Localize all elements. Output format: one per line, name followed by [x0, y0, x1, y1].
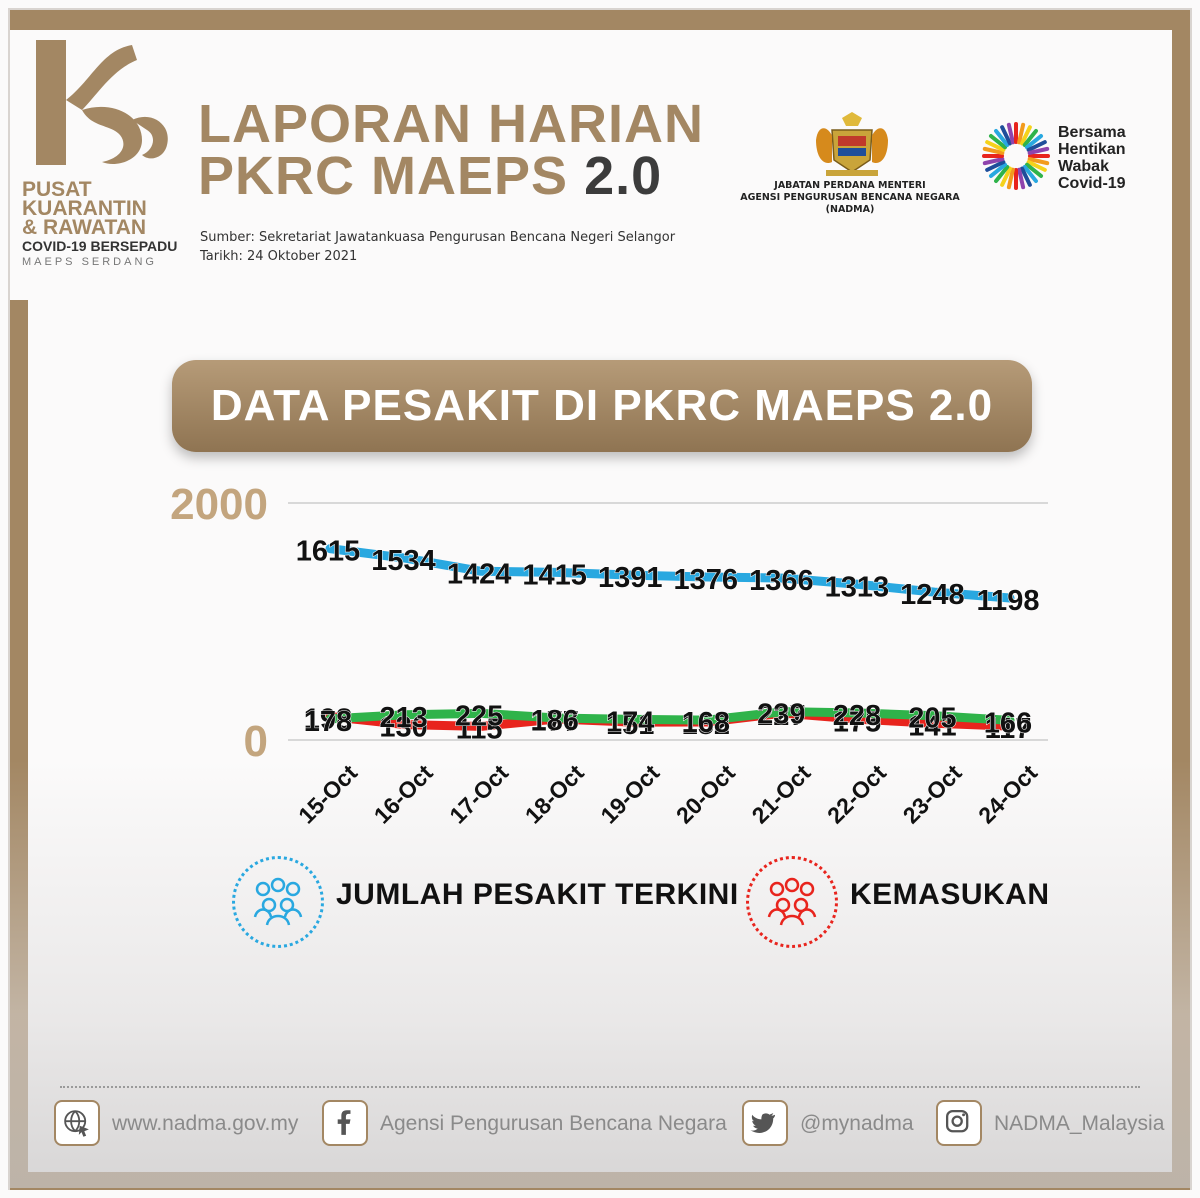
- y-tick-label: 2000: [170, 480, 268, 529]
- legend-item-admissions: KEMASUKAN: [746, 850, 1049, 950]
- data-label: 213: [379, 702, 427, 734]
- footer-facebook-text: Agensi Pengurusan Bencana Negara: [380, 1112, 727, 1135]
- source-text: Sumber: Sekretariat Jawatankuasa Penguru…: [200, 230, 676, 245]
- data-label: 205: [908, 703, 956, 735]
- malaysia-crest-icon: [816, 112, 888, 176]
- crest-caption: JABATAN PERDANA MENTERI AGENSI PENGURUSA…: [720, 180, 980, 216]
- campaign-line2: Hentikan: [1058, 141, 1126, 158]
- banner-background: [172, 360, 1032, 452]
- logo-line-2: KUARANTIN: [22, 197, 147, 220]
- footer-instagram-text: NADMA_Malaysia: [994, 1112, 1165, 1135]
- banner-title: DATA PESAKIT DI PKRC MAEPS 2.0: [210, 381, 994, 430]
- data-label: 186: [530, 705, 578, 737]
- x-tick-label: 22-Oct: [822, 759, 891, 828]
- legend-item-total: JUMLAH PESAKIT TERKINI: [232, 850, 738, 950]
- campaign-line3: Wabak: [1058, 158, 1109, 175]
- report-title-line2: PKRC MAEPS 2.0: [198, 148, 662, 204]
- instagram-icon: [936, 1100, 982, 1146]
- data-label: 177: [530, 706, 578, 738]
- campaign-wheel-icon: [982, 122, 1050, 190]
- admissions-group-icon: [746, 856, 838, 948]
- date-text: Tarikh: 24 Oktober 2021: [200, 249, 358, 264]
- line-chart: 2000 0 1615 1534 1424 1415 1391 1376 1366 1313 124…: [170, 480, 1048, 829]
- data-label: 152: [682, 709, 730, 741]
- data-label: 117: [985, 713, 1032, 745]
- legend-label-total: JUMLAH PESAKIT TERKINI: [336, 878, 739, 911]
- x-tick-label: 16-Oct: [369, 759, 438, 828]
- top-border: [10, 10, 1190, 30]
- logo-line-3: & RAWATAN: [22, 216, 147, 239]
- x-tick-label: 15-Oct: [293, 759, 362, 828]
- source-info: Sumber: Sekretariat Jawatankuasa Penguru…: [200, 228, 675, 266]
- x-tick-label: 19-Oct: [595, 759, 664, 828]
- x-tick-label: 21-Oct: [746, 759, 815, 828]
- data-label: 1391: [598, 562, 663, 594]
- crest-caption-line2: AGENSI PENGURUSAN BENCANA NEGARA (NADMA): [740, 192, 960, 215]
- patients-group-icon: [232, 856, 324, 948]
- logo-line-4: COVID-19 BERSEPADU: [22, 238, 178, 254]
- twitter-icon: [742, 1100, 788, 1146]
- campaign-line4: Covid-19: [1058, 175, 1126, 192]
- report-title-version: 2.0: [584, 146, 663, 206]
- data-label: 141: [908, 710, 956, 742]
- data-label: 1424: [447, 558, 512, 590]
- data-label: 175: [833, 706, 881, 738]
- data-label: 1248: [900, 579, 965, 611]
- x-tick-label: 24-Oct: [973, 759, 1042, 828]
- data-label: 198: [304, 704, 352, 736]
- data-label: 1313: [825, 571, 890, 603]
- data-label: 178: [304, 706, 352, 738]
- data-label: 115: [456, 713, 503, 745]
- pkrc-logo-text: PUSAT KUARANTIN & RAWATAN COVID-19 BERSE…: [22, 178, 192, 269]
- data-label: 1366: [749, 565, 814, 597]
- series-line-0: [325, 544, 1015, 603]
- background-building: [10, 760, 1190, 1188]
- footer-divider: [60, 1086, 1140, 1088]
- campaign-line1: Bersama: [1058, 124, 1126, 141]
- footer-website-text: www.nadma.gov.my: [112, 1112, 299, 1135]
- globe-icon: [54, 1100, 100, 1146]
- data-label: 1615: [296, 536, 361, 568]
- crest-caption-line1: JABATAN PERDANA MENTERI: [774, 180, 926, 191]
- report-title-line1: LAPORAN HARIAN: [198, 94, 704, 154]
- data-label: 174: [606, 706, 654, 738]
- data-label: 1415: [522, 559, 587, 591]
- facebook-icon: [322, 1100, 368, 1146]
- series-line-2: [325, 707, 1015, 725]
- data-label: 239: [757, 699, 805, 731]
- data-label: 1534: [371, 545, 436, 577]
- data-label: 225: [455, 700, 503, 732]
- report-title-name: PKRC MAEPS: [198, 146, 569, 206]
- x-tick-label: 17-Oct: [444, 759, 513, 828]
- logo-line-1: PUSAT: [22, 178, 92, 201]
- data-label: 151: [606, 709, 654, 741]
- pkrc-logo-icon: [36, 40, 168, 165]
- y-tick-label: 0: [244, 717, 268, 766]
- data-label: 1198: [977, 585, 1040, 617]
- footer-twitter-text: @mynadma: [800, 1112, 914, 1135]
- logo-line-5: MAEPS SERDANG: [22, 256, 157, 268]
- data-label: 228: [833, 700, 881, 732]
- campaign-text: Bersama Hentikan Wabak Covid-19: [1058, 124, 1126, 192]
- data-label: 227: [757, 700, 805, 732]
- data-label: 166: [984, 707, 1032, 739]
- data-label: 168: [682, 707, 730, 739]
- data-label: 1376: [674, 564, 739, 596]
- x-tick-label: 23-Oct: [898, 759, 967, 828]
- data-label: 130: [379, 712, 427, 744]
- x-tick-label: 20-Oct: [671, 759, 740, 828]
- legend-label-admissions: KEMASUKAN: [850, 878, 1050, 911]
- x-tick-label: 18-Oct: [520, 759, 589, 828]
